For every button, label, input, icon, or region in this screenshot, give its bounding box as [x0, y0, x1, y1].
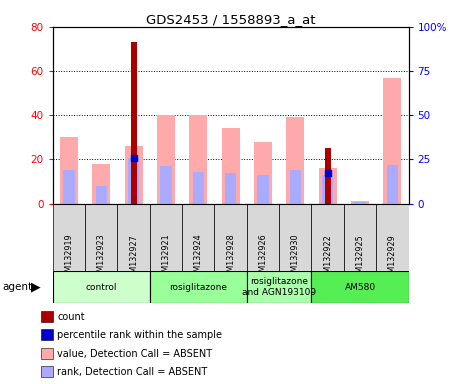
Bar: [319, 168, 336, 204]
Text: agent: agent: [2, 282, 33, 292]
Bar: [383, 78, 401, 204]
Text: GSM132922: GSM132922: [323, 234, 332, 283]
Bar: [386, 165, 398, 204]
Text: GSM132930: GSM132930: [291, 234, 300, 282]
Bar: [351, 201, 369, 204]
Bar: [247, 271, 312, 303]
Bar: [290, 170, 301, 204]
Text: GSM132925: GSM132925: [356, 234, 364, 283]
Bar: [63, 170, 75, 204]
Text: GSM132928: GSM132928: [226, 234, 235, 282]
Bar: [125, 146, 143, 204]
Bar: [286, 118, 304, 204]
Text: control: control: [85, 283, 117, 291]
Bar: [190, 115, 207, 204]
Bar: [92, 164, 110, 204]
Text: GSM132919: GSM132919: [64, 234, 73, 282]
Text: rank, Detection Call = ABSENT: rank, Detection Call = ABSENT: [57, 367, 207, 377]
Text: GSM132927: GSM132927: [129, 234, 138, 283]
Bar: [312, 204, 344, 271]
Text: AM580: AM580: [344, 283, 375, 291]
Bar: [60, 137, 78, 204]
Text: rosiglitazone
and AGN193109: rosiglitazone and AGN193109: [242, 277, 316, 297]
Bar: [312, 271, 409, 303]
Text: GSM132924: GSM132924: [194, 234, 203, 282]
Bar: [157, 115, 175, 204]
Bar: [225, 174, 236, 204]
Bar: [193, 172, 204, 204]
Bar: [150, 271, 247, 303]
Bar: [222, 128, 240, 204]
Text: rosiglitazone: rosiglitazone: [169, 283, 227, 291]
Text: GSM132923: GSM132923: [97, 234, 106, 282]
Bar: [53, 204, 85, 271]
Bar: [325, 148, 330, 204]
Bar: [95, 186, 107, 204]
Bar: [160, 166, 172, 204]
Bar: [257, 175, 269, 204]
Text: GSM132921: GSM132921: [162, 234, 170, 282]
Text: ▶: ▶: [31, 281, 41, 294]
Bar: [214, 204, 247, 271]
Bar: [85, 204, 118, 271]
Bar: [182, 204, 214, 271]
Text: percentile rank within the sample: percentile rank within the sample: [57, 330, 222, 340]
Bar: [247, 204, 279, 271]
Bar: [254, 142, 272, 204]
Bar: [53, 271, 150, 303]
Text: value, Detection Call = ABSENT: value, Detection Call = ABSENT: [57, 349, 213, 359]
Bar: [279, 204, 312, 271]
Bar: [131, 42, 136, 204]
Bar: [322, 175, 333, 204]
Bar: [376, 204, 409, 271]
Text: GSM132926: GSM132926: [258, 234, 268, 282]
Bar: [150, 204, 182, 271]
Bar: [118, 204, 150, 271]
Text: GSM132929: GSM132929: [388, 234, 397, 283]
Bar: [354, 202, 366, 204]
Text: count: count: [57, 312, 85, 322]
Bar: [344, 204, 376, 271]
Bar: [128, 157, 139, 204]
Title: GDS2453 / 1558893_a_at: GDS2453 / 1558893_a_at: [146, 13, 315, 26]
